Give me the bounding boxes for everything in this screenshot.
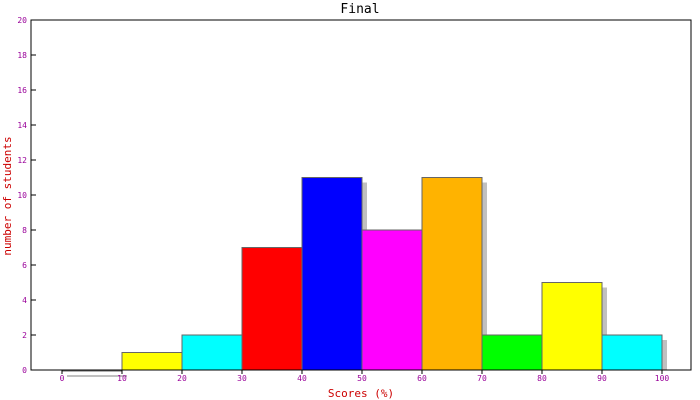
y-tick-label: 20 xyxy=(17,16,27,25)
histogram-bar xyxy=(541,282,603,371)
x-tick-label: 90 xyxy=(597,374,607,383)
y-tick-label: 6 xyxy=(22,261,27,270)
chart-title: Final xyxy=(340,2,379,17)
histogram-bar xyxy=(181,334,243,371)
y-tick-label: 12 xyxy=(17,156,27,165)
y-tick-label: 2 xyxy=(22,331,27,340)
ticks-group: 0 2 4 6 8 10 12 14 16 18 20 0 10 20 30 40 50 60 70 80 90 100 xyxy=(17,16,669,383)
x-tick-label: 100 xyxy=(655,374,670,383)
y-tick-label: 16 xyxy=(17,86,27,95)
histogram-bar xyxy=(121,352,183,371)
x-tick-label: 20 xyxy=(177,374,187,383)
y-tick-label: 14 xyxy=(17,121,27,130)
y-tick-label: 10 xyxy=(17,191,27,200)
x-axis-label: Scores (%) xyxy=(328,387,394,400)
histogram-bar xyxy=(361,229,423,371)
y-tick-label: 18 xyxy=(17,51,27,60)
y-tick-label: 4 xyxy=(22,296,27,305)
bar-shadow xyxy=(67,375,127,377)
y-tick-label: 8 xyxy=(22,226,27,235)
y-tick-label: 0 xyxy=(22,366,27,375)
histogram-bar xyxy=(481,334,543,371)
histogram-bar xyxy=(241,247,303,371)
histogram-bar xyxy=(301,177,363,371)
x-tick-label: 50 xyxy=(357,374,367,383)
x-tick-label: 60 xyxy=(417,374,427,383)
x-tick-label: 80 xyxy=(537,374,547,383)
bars-group xyxy=(61,177,667,377)
y-axis-label: number of students xyxy=(1,136,14,255)
x-tick-label: 10 xyxy=(117,374,127,383)
x-tick-label: 70 xyxy=(477,374,487,383)
x-tick-label: 30 xyxy=(237,374,247,383)
histogram-bar xyxy=(421,177,483,371)
histogram-bar xyxy=(601,334,663,371)
x-tick-label: 40 xyxy=(297,374,307,383)
x-tick-label: 0 xyxy=(60,374,65,383)
